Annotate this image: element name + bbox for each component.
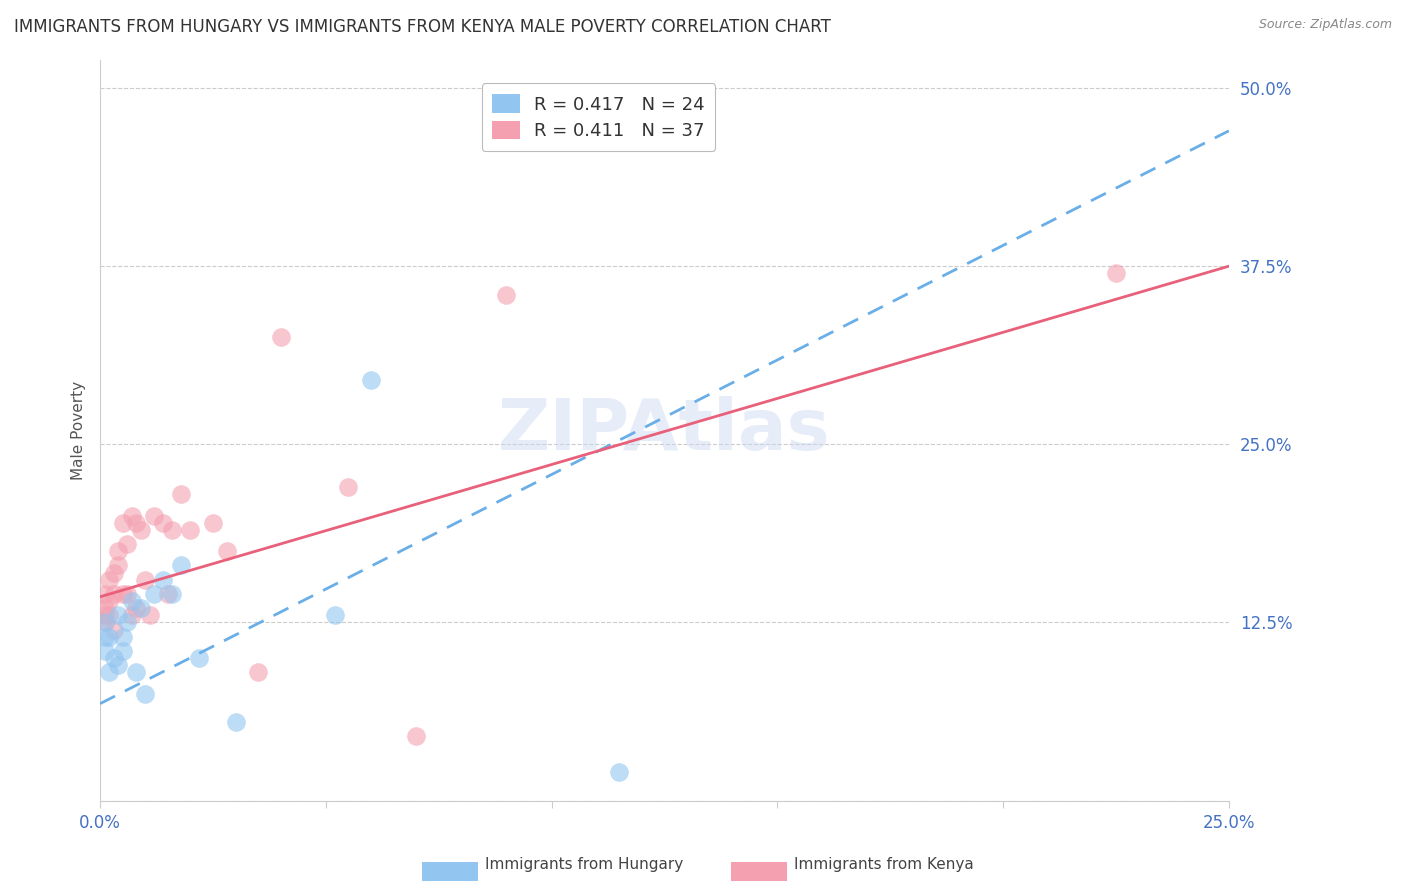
Point bbox=[247, 665, 270, 680]
Point bbox=[129, 601, 152, 615]
Point bbox=[179, 523, 201, 537]
Point bbox=[134, 573, 156, 587]
Point bbox=[93, 615, 115, 630]
Point bbox=[152, 573, 174, 587]
Point bbox=[93, 644, 115, 658]
Point bbox=[93, 587, 115, 601]
Point bbox=[215, 544, 238, 558]
Point bbox=[107, 544, 129, 558]
Point bbox=[405, 730, 427, 744]
Point bbox=[270, 330, 292, 344]
Point bbox=[360, 373, 382, 387]
Point bbox=[93, 615, 115, 630]
Text: Source: ZipAtlas.com: Source: ZipAtlas.com bbox=[1258, 18, 1392, 31]
Point bbox=[107, 608, 129, 623]
Text: ZIPAtlas: ZIPAtlas bbox=[498, 395, 831, 465]
Point bbox=[134, 687, 156, 701]
Point bbox=[115, 615, 138, 630]
Point bbox=[98, 608, 121, 623]
Point bbox=[201, 516, 224, 530]
Point bbox=[107, 558, 129, 573]
Point bbox=[93, 608, 115, 623]
Point bbox=[98, 630, 121, 644]
Point bbox=[103, 566, 125, 580]
Text: IMMIGRANTS FROM HUNGARY VS IMMIGRANTS FROM KENYA MALE POVERTY CORRELATION CHART: IMMIGRANTS FROM HUNGARY VS IMMIGRANTS FR… bbox=[14, 18, 831, 36]
Point bbox=[93, 630, 115, 644]
Point bbox=[337, 480, 360, 494]
Point bbox=[162, 523, 184, 537]
Point bbox=[98, 573, 121, 587]
Point bbox=[98, 594, 121, 608]
Point bbox=[323, 608, 346, 623]
Point bbox=[170, 487, 193, 501]
Point bbox=[125, 516, 148, 530]
Point bbox=[125, 601, 148, 615]
Point bbox=[139, 608, 162, 623]
Point bbox=[143, 587, 166, 601]
Point bbox=[103, 623, 125, 637]
Legend: R = 0.417   N = 24, R = 0.411   N = 37: R = 0.417 N = 24, R = 0.411 N = 37 bbox=[482, 84, 716, 151]
Point bbox=[111, 516, 134, 530]
Point bbox=[111, 644, 134, 658]
Point bbox=[125, 665, 148, 680]
Point bbox=[111, 630, 134, 644]
Point bbox=[143, 508, 166, 523]
Point bbox=[129, 523, 152, 537]
Point bbox=[121, 594, 143, 608]
Point bbox=[188, 651, 211, 665]
Point bbox=[111, 587, 134, 601]
Point bbox=[170, 558, 193, 573]
Point bbox=[495, 287, 517, 301]
Text: Immigrants from Hungary: Immigrants from Hungary bbox=[485, 857, 683, 872]
Point bbox=[152, 516, 174, 530]
Text: Immigrants from Kenya: Immigrants from Kenya bbox=[794, 857, 974, 872]
Point bbox=[115, 537, 138, 551]
Point bbox=[156, 587, 179, 601]
Point bbox=[98, 665, 121, 680]
Point bbox=[107, 658, 129, 673]
Point bbox=[121, 608, 143, 623]
Point bbox=[225, 715, 247, 730]
Point bbox=[115, 587, 138, 601]
Point bbox=[103, 651, 125, 665]
Point bbox=[103, 587, 125, 601]
Point bbox=[607, 764, 630, 779]
Y-axis label: Male Poverty: Male Poverty bbox=[72, 381, 86, 480]
Point bbox=[121, 508, 143, 523]
Point bbox=[93, 601, 115, 615]
Point bbox=[162, 587, 184, 601]
Point bbox=[1105, 266, 1128, 280]
